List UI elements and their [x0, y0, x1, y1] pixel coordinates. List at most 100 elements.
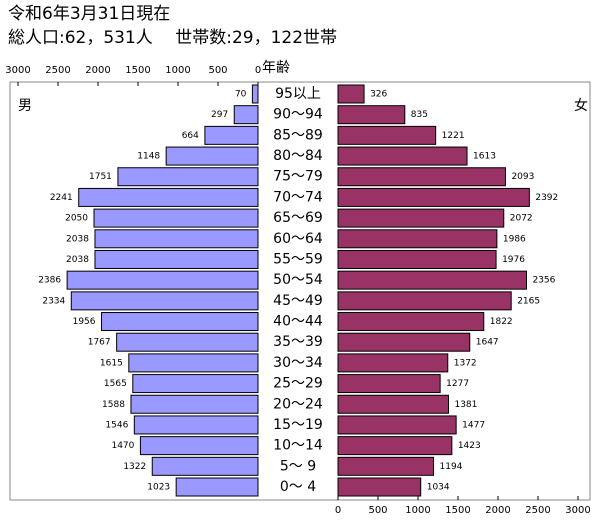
category-label: 35～39 — [273, 334, 323, 350]
legend-female: 女 — [574, 97, 588, 114]
value-label-male: 1546 — [105, 420, 128, 430]
category-label: 50～54 — [273, 272, 323, 288]
bar-female — [337, 229, 498, 249]
value-label-female: 1372 — [454, 358, 477, 368]
category-label: 55～59 — [273, 251, 323, 267]
category-label: 60～64 — [273, 231, 323, 247]
category-label: 40～44 — [273, 314, 323, 330]
bar-male — [70, 291, 259, 311]
x-tick-label-right: 500 — [368, 505, 387, 516]
value-label-female: 1034 — [427, 483, 450, 493]
bar-female — [337, 291, 512, 311]
x-tick-label-left: 500 — [208, 65, 227, 76]
x-tick-label-right: 2000 — [485, 505, 510, 516]
category-label: 95以上 — [275, 86, 321, 102]
category-label: 30～34 — [273, 355, 323, 371]
value-label-male: 2050 — [65, 214, 88, 224]
category-label: 5～ 9 — [280, 458, 316, 474]
value-label-female: 1423 — [458, 441, 481, 451]
bar-male — [204, 125, 259, 145]
bar-male — [117, 167, 259, 187]
value-label-male: 2038 — [66, 255, 89, 265]
x-tick-label-right: 0 — [335, 505, 341, 516]
x-tick-label-right: 3000 — [565, 505, 590, 516]
value-label-female: 2072 — [510, 214, 533, 224]
category-label: 20～24 — [273, 396, 323, 412]
category-label: 75～79 — [273, 169, 323, 185]
value-label-male: 297 — [211, 110, 228, 120]
bar-male — [132, 374, 259, 394]
bar-male — [94, 249, 259, 269]
value-label-female: 1477 — [462, 420, 485, 430]
value-label-male: 1956 — [73, 317, 96, 327]
value-label-female: 835 — [411, 110, 428, 120]
title: 令和6年3月31日現在 — [8, 4, 170, 24]
bar-female — [337, 456, 435, 476]
category-label: 0～ 4 — [280, 479, 316, 495]
x-tick-label-left: 0 — [255, 65, 261, 76]
x-tick-label-left: 2000 — [85, 65, 110, 76]
category-label: 80～84 — [273, 148, 323, 164]
bar-male — [128, 353, 259, 373]
category-label: 10～14 — [273, 438, 323, 454]
value-label-male: 1322 — [123, 462, 146, 472]
value-label-female: 2356 — [532, 276, 555, 286]
value-label-female: 1986 — [503, 234, 526, 244]
subtitle: 総人口:62，531人 世帯数:29，122世帯 — [8, 28, 337, 48]
value-label-male: 70 — [235, 90, 247, 100]
bar-female — [337, 208, 505, 228]
category-label: 15～19 — [273, 417, 323, 433]
value-label-female: 1194 — [440, 462, 463, 472]
value-label-female: 326 — [370, 90, 387, 100]
value-label-male: 664 — [182, 131, 199, 141]
value-label-male: 1470 — [111, 441, 134, 451]
x-tick-label-left: 1500 — [125, 65, 150, 76]
value-label-male: 1588 — [102, 400, 125, 410]
value-label-male: 2386 — [38, 276, 61, 286]
x-tick-label-right: 1500 — [445, 505, 470, 516]
bar-female — [337, 477, 422, 497]
bar-female — [337, 415, 457, 435]
y-label: 年齢 — [262, 60, 290, 76]
bar-male — [94, 229, 259, 249]
bar-male — [139, 436, 259, 456]
bar-female — [337, 374, 441, 394]
bar-male — [165, 146, 259, 166]
value-label-male: 1023 — [147, 483, 170, 493]
bar-female — [337, 249, 497, 269]
bar-male — [151, 456, 259, 476]
bar-male — [93, 208, 259, 228]
bar-female — [337, 436, 453, 456]
value-label-female: 1277 — [446, 379, 469, 389]
value-label-male: 2038 — [66, 234, 89, 244]
x-tick-label-right: 1000 — [405, 505, 430, 516]
value-label-female: 1976 — [502, 255, 525, 265]
frame — [9, 81, 591, 501]
bar-male — [101, 312, 259, 332]
bar-male — [175, 477, 259, 497]
bar-female — [337, 125, 437, 145]
bar-male — [251, 84, 259, 104]
category-label: 65～69 — [273, 210, 323, 226]
value-label-female: 1613 — [473, 152, 496, 162]
bar-female — [337, 84, 365, 104]
bar-male — [133, 415, 259, 435]
value-label-female: 2165 — [517, 296, 540, 306]
value-label-male: 1767 — [88, 338, 111, 348]
bar-female — [337, 312, 485, 332]
value-label-female: 1381 — [454, 400, 477, 410]
category-label: 90～94 — [273, 107, 323, 123]
category-label: 85～89 — [273, 127, 323, 143]
x-tick-label-left: 1000 — [165, 65, 190, 76]
bar-female — [337, 187, 530, 207]
value-label-male: 1615 — [100, 358, 123, 368]
value-label-male: 2241 — [50, 193, 73, 203]
value-label-male: 2334 — [42, 296, 65, 306]
value-label-male: 1751 — [89, 172, 112, 182]
bar-female — [337, 105, 406, 125]
bar-male — [66, 270, 259, 290]
bar-male — [116, 332, 259, 352]
x-tick-label-left: 2500 — [45, 65, 70, 76]
x-tick-label-right: 2500 — [525, 505, 550, 516]
